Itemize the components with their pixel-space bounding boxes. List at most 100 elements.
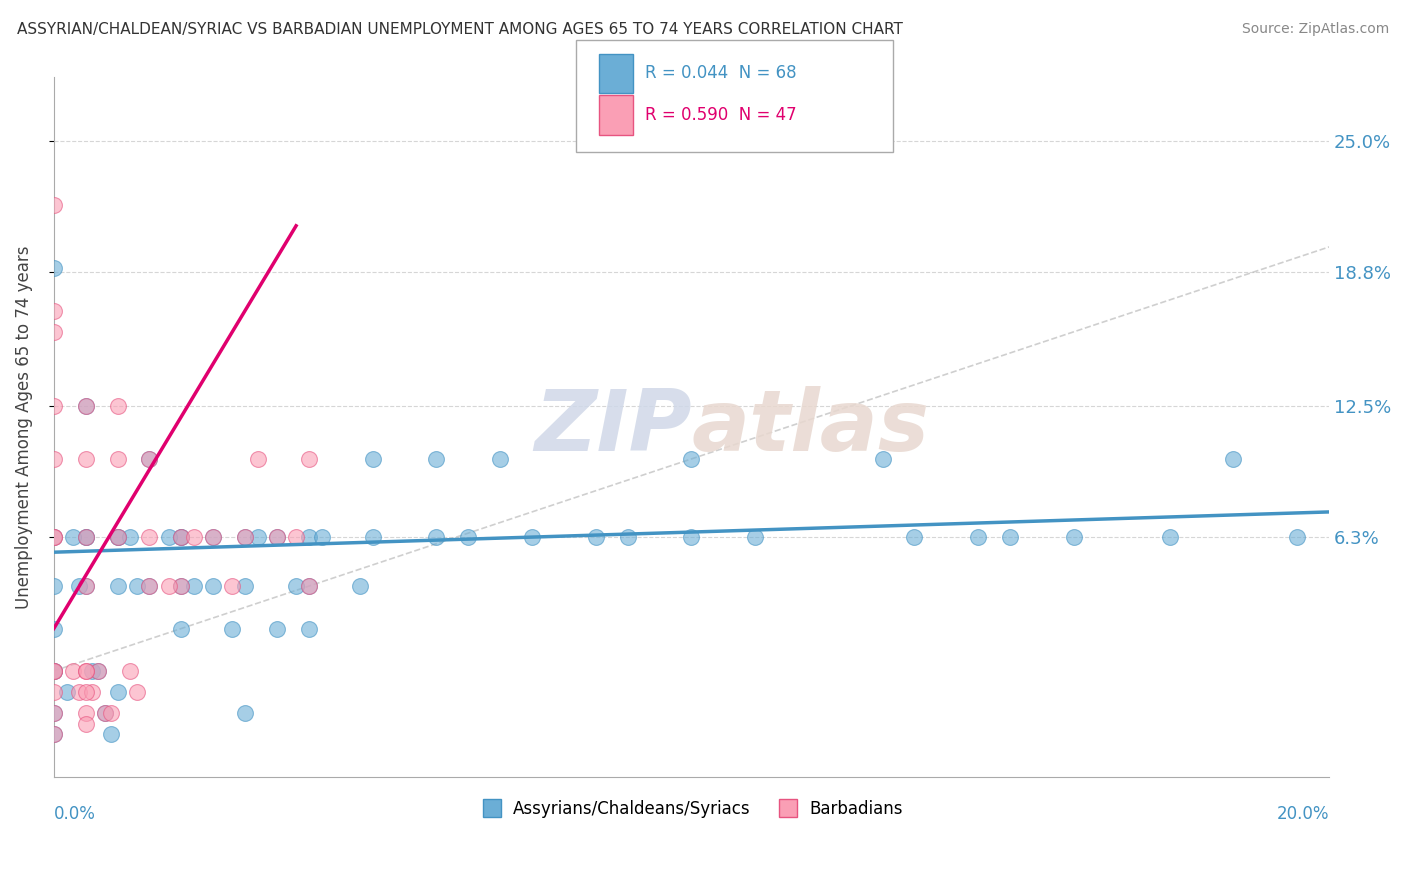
Point — [183, 530, 205, 544]
Point — [183, 579, 205, 593]
Point — [967, 530, 990, 544]
Point — [62, 664, 84, 678]
Point — [120, 664, 142, 678]
Point — [170, 530, 193, 544]
Point — [298, 579, 321, 593]
Point — [489, 452, 512, 467]
Text: Source: ZipAtlas.com: Source: ZipAtlas.com — [1241, 22, 1389, 37]
Point — [80, 664, 103, 678]
Point — [42, 664, 65, 678]
Point — [298, 452, 321, 467]
Point — [266, 530, 288, 544]
Point — [75, 452, 97, 467]
Point — [42, 727, 65, 741]
Point — [42, 706, 65, 721]
Point — [42, 452, 65, 467]
Point — [125, 685, 148, 699]
Point — [125, 579, 148, 593]
Point — [138, 530, 160, 544]
Point — [75, 530, 97, 544]
Point — [585, 530, 607, 544]
Point — [349, 579, 371, 593]
Point — [42, 727, 65, 741]
Point — [107, 579, 129, 593]
Point — [42, 706, 65, 721]
Point — [246, 452, 269, 467]
Point — [42, 325, 65, 339]
Point — [138, 452, 160, 467]
Point — [246, 530, 269, 544]
Point — [94, 706, 117, 721]
Point — [138, 579, 160, 593]
Point — [681, 530, 703, 544]
Point — [75, 685, 97, 699]
Point — [87, 664, 110, 678]
Point — [298, 622, 321, 636]
Point — [75, 717, 97, 731]
Point — [75, 399, 97, 413]
Point — [67, 685, 90, 699]
Point — [80, 685, 103, 699]
Point — [1063, 530, 1085, 544]
Point — [285, 579, 308, 593]
Point — [67, 579, 90, 593]
Point — [42, 303, 65, 318]
Point — [42, 685, 65, 699]
Point — [75, 706, 97, 721]
Point — [75, 530, 97, 544]
Point — [233, 530, 256, 544]
Point — [266, 622, 288, 636]
Text: 20.0%: 20.0% — [1277, 805, 1329, 822]
Point — [107, 530, 129, 544]
Point — [616, 530, 638, 544]
Point — [75, 664, 97, 678]
Point — [903, 530, 925, 544]
Text: ASSYRIAN/CHALDEAN/SYRIAC VS BARBADIAN UNEMPLOYMENT AMONG AGES 65 TO 74 YEARS COR: ASSYRIAN/CHALDEAN/SYRIAC VS BARBADIAN UN… — [17, 22, 903, 37]
Point — [87, 664, 110, 678]
Point — [233, 530, 256, 544]
Point — [233, 579, 256, 593]
Point — [425, 452, 447, 467]
Point — [233, 706, 256, 721]
Point — [285, 530, 308, 544]
Point — [42, 530, 65, 544]
Point — [107, 399, 129, 413]
Point — [138, 579, 160, 593]
Point — [361, 530, 384, 544]
Point — [42, 399, 65, 413]
Point — [872, 452, 894, 467]
Point — [42, 530, 65, 544]
Point — [681, 452, 703, 467]
Point — [202, 579, 225, 593]
Point — [100, 706, 122, 721]
Y-axis label: Unemployment Among Ages 65 to 74 years: Unemployment Among Ages 65 to 74 years — [15, 245, 32, 609]
Point — [170, 622, 193, 636]
Point — [1222, 452, 1244, 467]
Point — [425, 530, 447, 544]
Point — [298, 579, 321, 593]
Text: ZIP: ZIP — [534, 385, 692, 468]
Point — [170, 579, 193, 593]
Point — [170, 530, 193, 544]
Point — [457, 530, 479, 544]
Point — [170, 530, 193, 544]
Point — [1285, 530, 1308, 544]
Point — [157, 579, 180, 593]
Point — [221, 579, 243, 593]
Point — [42, 622, 65, 636]
Text: atlas: atlas — [692, 385, 929, 468]
Point — [107, 452, 129, 467]
Point — [361, 452, 384, 467]
Point — [157, 530, 180, 544]
Point — [62, 530, 84, 544]
Point — [94, 706, 117, 721]
Point — [202, 530, 225, 544]
Point — [42, 664, 65, 678]
Point — [138, 452, 160, 467]
Point — [311, 530, 333, 544]
Point — [42, 664, 65, 678]
Point — [42, 261, 65, 276]
Point — [42, 579, 65, 593]
Text: 0.0%: 0.0% — [53, 805, 96, 822]
Point — [266, 530, 288, 544]
